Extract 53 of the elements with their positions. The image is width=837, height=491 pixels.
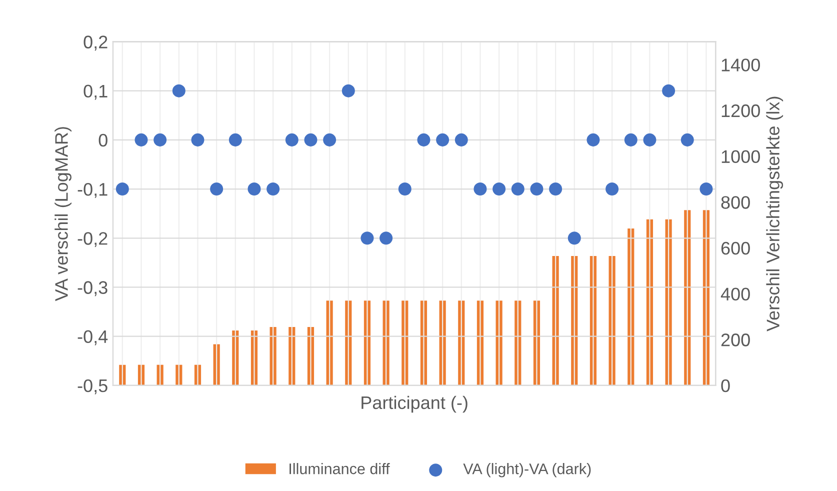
y2-tick-label: 0: [721, 379, 730, 392]
y2-tick-label: 800: [721, 196, 750, 209]
point: [549, 182, 562, 196]
point: [172, 84, 186, 98]
point: [568, 232, 581, 245]
y-tick-label: 0: [98, 134, 108, 147]
point: [700, 182, 713, 196]
y2-tick-label: 1000: [722, 150, 760, 164]
point: [511, 182, 524, 196]
point: [134, 133, 148, 146]
point: [454, 133, 468, 146]
point: [154, 133, 167, 146]
y2-axis-title: Verschil Verlichtingsterkte (lx): [766, 96, 784, 332]
legend-label: Illuminance diff: [290, 463, 390, 474]
point: [530, 182, 544, 196]
y2-tick-label: 600: [721, 242, 750, 255]
y-tick-label: 0,2: [84, 36, 108, 51]
point: [492, 182, 506, 196]
point: [436, 133, 450, 146]
y-tick-label: -0,2: [78, 232, 108, 247]
point: [116, 182, 129, 196]
y-tick-label: -0,5: [78, 379, 108, 394]
y2-tick-label: 200: [721, 334, 750, 346]
point: [417, 133, 430, 146]
point: [624, 133, 638, 146]
y2-tick-label: 1200: [722, 104, 760, 118]
y2-tick-label: 400: [720, 288, 750, 300]
point: [191, 133, 204, 146]
point: [285, 133, 298, 146]
y-tick-label: -0,1: [78, 182, 108, 198]
legend-label: VA (light)-VA (dark): [463, 463, 591, 478]
y2-tick-label: 1400: [722, 58, 760, 72]
y-tick-label: -0,4: [78, 330, 108, 346]
point: [474, 182, 487, 196]
point: [586, 133, 600, 146]
point: [643, 133, 656, 146]
point: [210, 182, 224, 196]
point: [228, 133, 242, 146]
x-axis-title: Participant (-): [362, 396, 468, 413]
y-axis-title: VA verschil (LogMAR): [54, 127, 72, 302]
point: [680, 133, 694, 146]
point: [380, 232, 393, 245]
point: [398, 182, 412, 196]
point: [323, 133, 336, 146]
point: [662, 84, 676, 98]
point: [360, 232, 374, 245]
point: [248, 182, 261, 196]
point: [342, 84, 355, 98]
y-tick-label: -0,3: [78, 281, 108, 296]
y-tick-label: 0,1: [84, 84, 108, 100]
point: [266, 182, 280, 196]
point: [606, 182, 619, 196]
point: [304, 133, 318, 146]
